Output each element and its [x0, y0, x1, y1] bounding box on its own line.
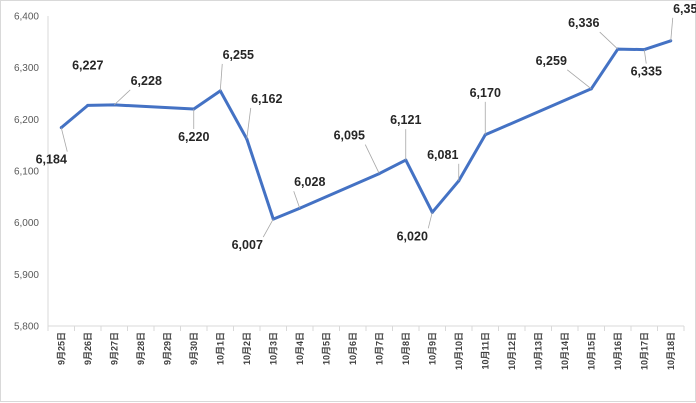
leader-line — [599, 31, 619, 50]
x-tick-label: 10月1日 — [215, 332, 225, 365]
data-point — [86, 103, 90, 107]
data-label: 6,095 — [334, 129, 365, 143]
x-tick-label: 10月3日 — [268, 332, 278, 365]
y-tick-label: 5,900 — [14, 270, 39, 281]
data-label: 6,228 — [131, 74, 162, 88]
series-line — [60, 39, 672, 221]
x-tick-label: 10月4日 — [295, 332, 305, 365]
data-labels: 6,184 6,227 6,228 6,220 6,255 6,162 6,007 6,028… — [36, 2, 696, 252]
data-label: 6,220 — [178, 130, 209, 144]
y-tick-label: 6,300 — [14, 63, 39, 74]
leader-line — [246, 107, 252, 140]
x-tick-label: 10月15日 — [586, 332, 596, 370]
leader-line — [60, 127, 68, 152]
data-label: 6,335 — [631, 65, 662, 79]
data-label: 6,081 — [427, 148, 458, 162]
data-label: 6,259 — [536, 54, 567, 68]
x-tick-label: 10月12日 — [507, 332, 517, 370]
x-tick-label: 9月26日 — [83, 332, 93, 365]
x-tick-label: 10月14日 — [560, 332, 570, 370]
data-label: 6,352 — [673, 2, 696, 16]
leader-line — [643, 49, 647, 64]
series-line-group — [59, 39, 673, 221]
y-tick-label: 6,000 — [14, 218, 39, 229]
y-tick-label: 5,800 — [14, 322, 39, 333]
leader-lines — [60, 17, 674, 238]
leader-line — [364, 144, 380, 174]
x-tick-label: 10月8日 — [401, 332, 411, 365]
data-label: 6,020 — [397, 229, 428, 243]
y-tick-labels: 5,800 5,900 6,000 6,100 6,200 6,300 6,400 — [14, 12, 39, 333]
x-tick-label: 10月13日 — [533, 332, 543, 370]
y-tick-label: 6,200 — [14, 115, 39, 126]
x-tick-label: 9月30日 — [189, 332, 199, 365]
leader-line — [219, 63, 223, 91]
x-tick-label: 9月25日 — [56, 332, 66, 365]
leader-line — [293, 191, 301, 209]
data-label: 6,007 — [232, 238, 263, 252]
x-tick-label: 10月10日 — [454, 332, 464, 370]
x-tick-label: 10月18日 — [666, 332, 676, 370]
x-tick-label: 9月27日 — [109, 332, 119, 365]
x-tick-label: 10月9日 — [427, 332, 437, 365]
x-tick-label: 10月5日 — [321, 332, 331, 365]
x-tick-label: 10月2日 — [242, 332, 252, 365]
data-label: 6,184 — [36, 153, 67, 167]
data-label: 6,170 — [470, 86, 501, 100]
x-tick-label: 10月6日 — [348, 332, 358, 365]
leader-line — [670, 17, 674, 41]
y-tick-label: 6,100 — [14, 167, 39, 178]
data-label: 6,121 — [390, 113, 421, 127]
data-label: 6,227 — [72, 58, 103, 72]
x-tick-label: 10月16日 — [613, 332, 623, 370]
data-label: 6,028 — [294, 175, 325, 189]
leader-line — [113, 89, 131, 106]
leader-line — [262, 218, 274, 238]
x-tick-label: 10月7日 — [374, 332, 384, 365]
x-tick-labels: 9月25日 9月26日 9月27日 9月28日 9月29日 9月30日 10月1日 10月2日… — [56, 332, 676, 370]
data-label: 6,162 — [251, 92, 282, 106]
data-label: 6,336 — [568, 16, 599, 30]
x-tick-label: 10月17日 — [639, 332, 649, 370]
axes — [47, 16, 685, 331]
x-tick-label: 9月28日 — [136, 332, 146, 365]
leader-line — [567, 69, 592, 90]
data-label: 6,255 — [223, 48, 254, 62]
leader-line — [427, 212, 433, 229]
x-tick-label: 9月29日 — [162, 332, 172, 365]
y-tick-label: 6,400 — [14, 12, 39, 23]
x-tick-label: 10月11日 — [480, 332, 490, 370]
